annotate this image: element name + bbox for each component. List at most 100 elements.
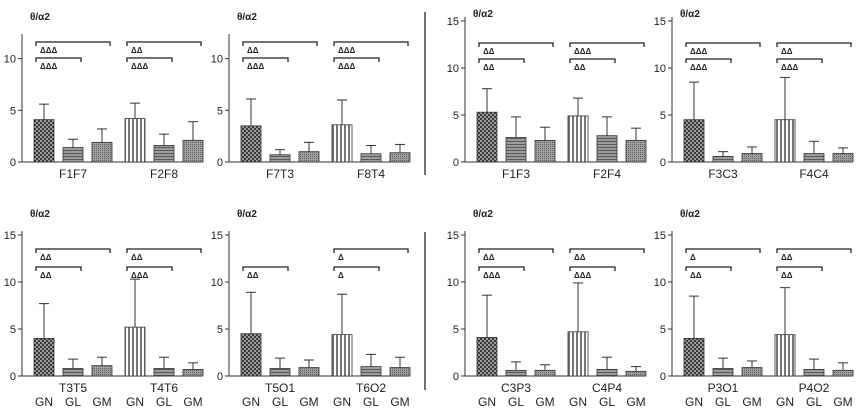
group-label-f8t4: F8T4 bbox=[357, 167, 385, 181]
bar-f4c4-gm bbox=[832, 153, 854, 163]
category-label-gm: GM bbox=[626, 395, 645, 409]
significance-label: ΔΔ bbox=[247, 46, 259, 55]
significance-bracket bbox=[685, 58, 732, 63]
y-tick-label: 5 bbox=[660, 110, 666, 122]
y-axis-label: θ/α2 bbox=[30, 209, 50, 220]
significance-label: ΔΔ bbox=[483, 47, 495, 56]
y-tick-label: 0 bbox=[453, 157, 459, 169]
y-axis-label: θ/α2 bbox=[473, 9, 493, 20]
bar-t4t6-gl bbox=[153, 368, 175, 377]
y-axis-label: θ/α2 bbox=[680, 9, 700, 20]
y-axis-label: θ/α2 bbox=[680, 209, 700, 220]
significance-label: ΔΔ bbox=[781, 47, 793, 56]
y-tick-label: 15 bbox=[211, 230, 223, 242]
y-tick-label: 10 bbox=[211, 54, 223, 66]
bar-t5o1-gl bbox=[269, 368, 291, 377]
significance-label: ΔΔ bbox=[131, 46, 143, 55]
y-tick-label: 10 bbox=[211, 277, 223, 289]
significance-bracket bbox=[126, 266, 173, 271]
group-label-t4t6: T4T6 bbox=[150, 381, 178, 395]
y-tick-label: 15 bbox=[4, 230, 16, 242]
significance-bracket bbox=[126, 248, 202, 253]
significance-label: Δ bbox=[338, 271, 344, 280]
bar-f2f8-gl bbox=[153, 145, 175, 163]
bar-f3c3-gm bbox=[741, 153, 763, 163]
group-label-p3o1: P3O1 bbox=[708, 381, 739, 395]
bar-t6o2-gm bbox=[389, 367, 411, 377]
y-axis-label: θ/α2 bbox=[30, 12, 50, 23]
y-tick-label: 5 bbox=[217, 324, 223, 336]
category-label-gn: GN bbox=[242, 395, 260, 409]
significance-label: ΔΔΔ bbox=[247, 62, 265, 71]
significance-label: ΔΔΔ bbox=[131, 271, 149, 280]
bar-f1f3-gn bbox=[476, 111, 498, 163]
bar-f8t4-gn bbox=[331, 124, 353, 163]
significance-label: ΔΔΔ bbox=[40, 62, 58, 71]
significance-label: ΔΔ bbox=[781, 271, 793, 280]
significance-bracket bbox=[35, 41, 111, 46]
bar-p4o2-gl bbox=[803, 369, 825, 377]
significance-bracket bbox=[35, 57, 82, 62]
group-label-f1f3: F1F3 bbox=[502, 167, 530, 181]
significance-bracket bbox=[333, 248, 409, 253]
y-tick-label: 0 bbox=[217, 157, 223, 169]
y-tick-label: 0 bbox=[10, 157, 16, 169]
y-tick-label: 5 bbox=[10, 324, 16, 336]
bar-f7t3-gl bbox=[269, 154, 291, 163]
significance-label: ΔΔΔ bbox=[483, 271, 501, 280]
bar-c3p3-gm bbox=[534, 369, 556, 377]
y-tick-label: 15 bbox=[447, 16, 459, 28]
significance-label: ΔΔΔ bbox=[690, 63, 708, 72]
group-label-c4p4: C4P4 bbox=[592, 381, 622, 395]
significance-label: ΔΔΔ bbox=[574, 271, 592, 280]
significance-label: ΔΔΔ bbox=[131, 62, 149, 71]
significance-bracket bbox=[685, 248, 761, 253]
group-label-p4o2: P4O2 bbox=[799, 381, 830, 395]
bar-t5o1-gm bbox=[298, 367, 320, 377]
bar-f2f4-gn bbox=[567, 115, 589, 163]
group-label-t3t5: T3T5 bbox=[59, 381, 87, 395]
category-label-gm: GM bbox=[390, 395, 409, 409]
bar-p4o2-gm bbox=[832, 369, 854, 377]
bar-t6o2-gl bbox=[360, 366, 382, 377]
y-tick-label: 15 bbox=[654, 230, 666, 242]
bar-c3p3-gn bbox=[476, 337, 498, 377]
y-tick-label: 10 bbox=[654, 63, 666, 75]
significance-label: ΔΔΔ bbox=[574, 47, 592, 56]
y-tick-label: 0 bbox=[660, 157, 666, 169]
category-label-gl: GL bbox=[508, 395, 524, 409]
significance-bracket bbox=[685, 42, 761, 47]
significance-label: ΔΔ bbox=[483, 253, 495, 262]
category-label-gn: GN bbox=[35, 395, 53, 409]
y-tick-label: 0 bbox=[660, 371, 666, 383]
bar-t3t5-gl bbox=[62, 368, 84, 377]
bar-t4t6-gm bbox=[182, 369, 204, 377]
y-tick-label: 10 bbox=[447, 63, 459, 75]
group-label-c3p3: C3P3 bbox=[501, 381, 531, 395]
group-label-f1f7: F1F7 bbox=[59, 167, 87, 181]
y-tick-label: 15 bbox=[654, 16, 666, 28]
category-label-gm: GM bbox=[183, 395, 202, 409]
category-label-gm: GM bbox=[535, 395, 554, 409]
significance-label: ΔΔ bbox=[574, 253, 586, 262]
group-label-t6o2: T6O2 bbox=[356, 381, 386, 395]
category-label-gl: GL bbox=[715, 395, 731, 409]
y-tick-label: 10 bbox=[4, 54, 16, 66]
y-axis-label: θ/α2 bbox=[473, 209, 493, 220]
significance-bracket bbox=[126, 41, 202, 46]
significance-bracket bbox=[478, 42, 554, 47]
bar-f8t4-gm bbox=[389, 152, 411, 163]
category-label-gm: GM bbox=[299, 395, 318, 409]
y-tick-label: 0 bbox=[217, 371, 223, 383]
category-label-gl: GL bbox=[599, 395, 615, 409]
bar-f4c4-gl bbox=[803, 153, 825, 163]
significance-bracket bbox=[776, 42, 852, 47]
significance-bracket bbox=[776, 58, 823, 63]
bar-f8t4-gl bbox=[360, 153, 382, 163]
bar-f2f4-gm bbox=[625, 139, 647, 163]
